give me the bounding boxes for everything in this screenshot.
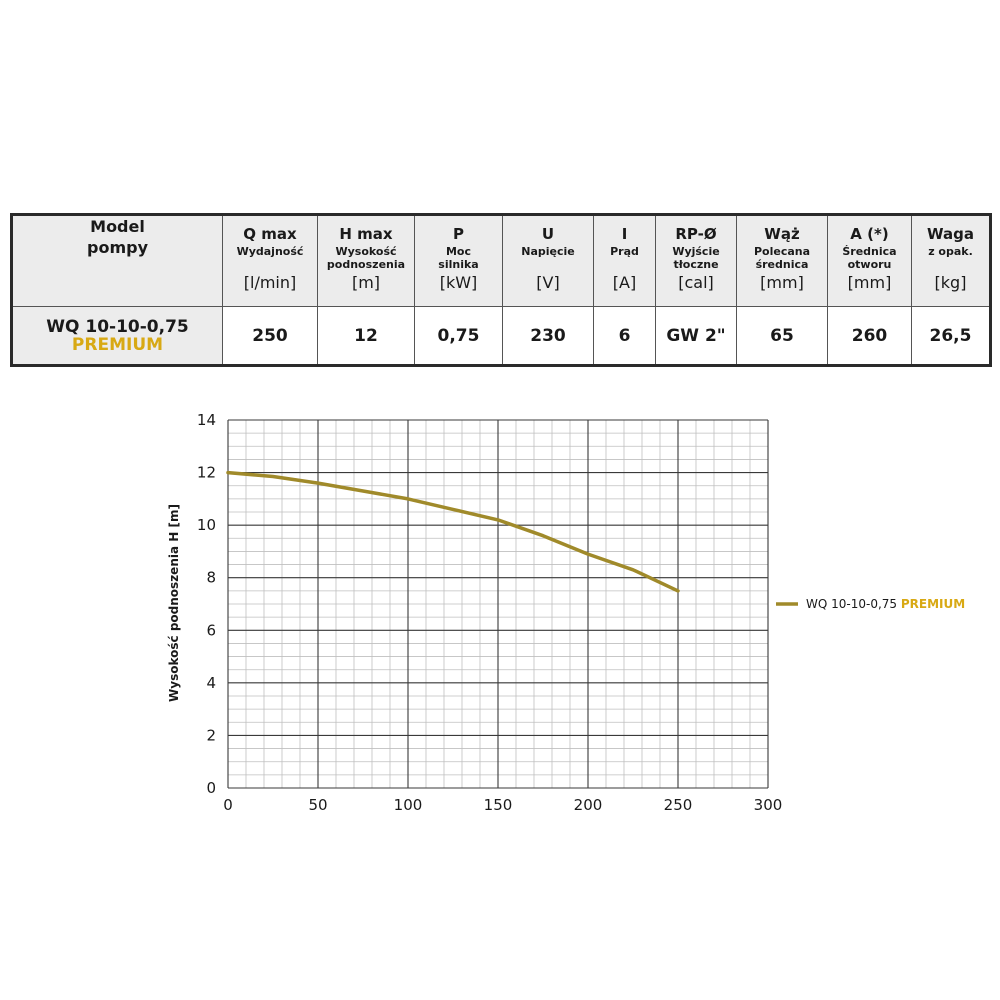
y-tick-label: 2 <box>206 726 216 744</box>
x-tick-label: 100 <box>394 796 423 814</box>
header-sub: Moc silnika <box>438 245 479 271</box>
header-sub: Wyjście tłoczne <box>672 245 720 271</box>
header-power: P Moc silnika [kW] <box>414 214 503 307</box>
header-voltage: U Napięcie [V] <box>502 214 594 307</box>
series-line-wq-10-10 <box>226 470 680 593</box>
legend-series-premium: PREMIUM <box>901 597 965 611</box>
spec-header-row: Model pompy Q max Wydajność [l/min] H ma… <box>11 214 991 307</box>
header-unit: [kW] <box>439 273 478 292</box>
y-tick-label: 6 <box>206 621 216 639</box>
header-unit: [m] <box>351 273 381 292</box>
header-sub: z opak. <box>928 245 973 258</box>
cell-outlet: GW 2" <box>655 306 737 366</box>
header-unit: [kg] <box>934 273 967 292</box>
cell-hose: 65 <box>736 306 828 366</box>
header-title: P <box>453 225 464 243</box>
header-sub: Prąd <box>610 245 639 258</box>
y-tick-label: 14 <box>197 411 216 429</box>
cell-current: 6 <box>593 306 656 366</box>
header-outlet: RP-Ø Wyjście tłoczne [cal] <box>655 214 737 307</box>
x-axis-ticks: 0 50 100 150 200 250 300 <box>223 796 782 814</box>
y-tick-label: 12 <box>197 464 216 482</box>
legend-series-name: WQ 10-10-0,75 <box>806 597 897 611</box>
x-tick-label: 300 <box>754 796 783 814</box>
header-model: Model pompy <box>11 214 223 307</box>
spec-table: Model pompy Q max Wydajność [l/min] H ma… <box>10 213 992 367</box>
cell-qmax: 250 <box>222 306 318 366</box>
header-unit: [V] <box>536 273 560 292</box>
header-qmax: Q max Wydajność [l/min] <box>222 214 318 307</box>
x-tick-label: 200 <box>574 796 603 814</box>
cell-hmax: 12 <box>317 306 415 366</box>
model-cell: WQ 10-10-0,75 PREMIUM <box>11 306 223 366</box>
model-premium-label: PREMIUM <box>71 334 164 355</box>
header-hose: Wąż Polecana średnica [mm] <box>736 214 828 307</box>
y-tick-label: 10 <box>197 516 216 534</box>
x-tick-label: 150 <box>484 796 513 814</box>
header-sub: Wysokość podnoszenia <box>326 245 406 271</box>
header-unit: [cal] <box>678 273 714 292</box>
header-hmax: H max Wysokość podnoszenia [m] <box>317 214 415 307</box>
header-unit: [mm] <box>847 273 892 292</box>
cell-power: 0,75 <box>414 306 503 366</box>
x-tick-label: 0 <box>223 796 233 814</box>
header-title: RP-Ø <box>675 225 717 243</box>
header-sub: Napięcie <box>521 245 575 258</box>
cell-weight: 26,5 <box>911 306 991 366</box>
header-title: I <box>621 225 628 243</box>
y-axis-ticks: 0 2 4 6 8 10 12 14 <box>197 411 216 797</box>
header-title: A (*) <box>850 225 889 243</box>
header-model-title: Model pompy <box>87 217 148 257</box>
header-unit: [A] <box>612 273 637 292</box>
header-sub: Średnica otworu <box>842 245 897 271</box>
header-title: Waga <box>927 225 974 243</box>
x-tick-label: 250 <box>664 796 693 814</box>
table-row: WQ 10-10-0,75 PREMIUM 250 12 0,75 230 6 … <box>11 306 991 366</box>
header-title: H max <box>339 225 393 243</box>
header-sub: Polecana średnica <box>753 245 811 271</box>
header-title: U <box>541 225 555 243</box>
y-axis-title: Wysokość podnoszenia H [m] <box>167 504 181 702</box>
y-tick-label: 8 <box>206 569 216 587</box>
header-title: Wąż <box>764 225 800 243</box>
header-title: Q max <box>243 225 297 243</box>
header-weight: Waga z opak. [kg] <box>911 214 991 307</box>
header-unit: [mm] <box>760 273 804 292</box>
pump-curve-chart: 0 50 100 150 200 250 300 0 2 4 6 8 10 12 14 Wysokość … <box>167 411 965 814</box>
y-tick-label: 4 <box>206 674 216 692</box>
header-current: I Prąd [A] <box>593 214 656 307</box>
header-hole: A (*) Średnica otworu [mm] <box>827 214 912 307</box>
y-tick-label: 0 <box>206 779 216 797</box>
header-sub: Wydajność <box>236 245 304 258</box>
header-unit: [l/min] <box>243 273 297 292</box>
model-name: WQ 10-10-0,75 <box>46 316 189 337</box>
cell-voltage: 230 <box>502 306 594 366</box>
legend: WQ 10-10-0,75 PREMIUM <box>776 597 965 611</box>
x-tick-label: 50 <box>308 796 327 814</box>
cell-hole: 260 <box>827 306 912 366</box>
legend-label: WQ 10-10-0,75 PREMIUM <box>806 597 965 611</box>
